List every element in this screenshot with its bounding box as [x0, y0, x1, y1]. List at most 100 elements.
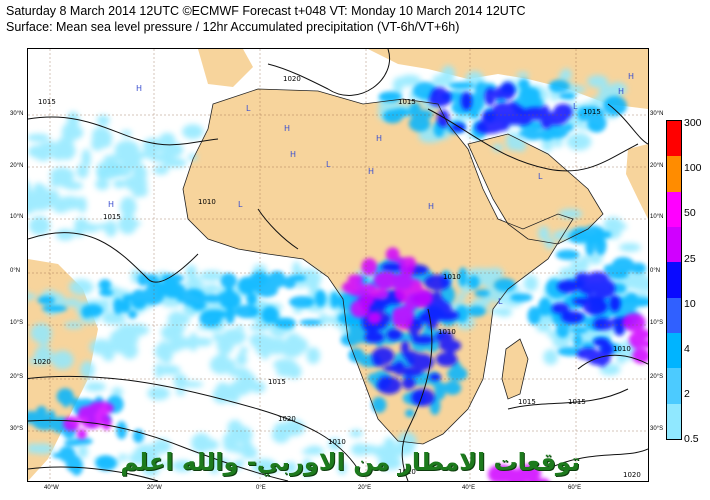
colorbar-label: 50 [684, 207, 696, 219]
precip-cell [424, 274, 451, 291]
precip-cell [632, 347, 648, 364]
pressure-centre-label: H [284, 124, 290, 133]
precip-cell [573, 333, 583, 348]
pressure-centre-label: L [246, 104, 251, 113]
precip-cell [390, 108, 411, 117]
precip-cell [545, 279, 562, 295]
lon-tick-bottom: 60°E [568, 485, 582, 491]
isobar-label: 1020 [278, 415, 296, 423]
precip-cell [205, 457, 231, 467]
precip-cell [91, 134, 107, 142]
precip-cell [167, 311, 186, 329]
precip-cell [371, 347, 395, 365]
precip-cell [542, 111, 568, 126]
precip-cell [160, 461, 171, 468]
colorbar-segment [667, 297, 681, 334]
precip-cell [95, 455, 117, 471]
precip-cell [230, 430, 240, 441]
precip-cell [125, 331, 139, 346]
precip-cell [411, 335, 435, 345]
precip-cell [349, 429, 363, 438]
precip-cell [30, 323, 52, 343]
isobar-label: 1020 [33, 358, 51, 366]
precip-cell [37, 296, 55, 305]
precip-cell [350, 299, 370, 318]
precip-cell [561, 310, 584, 324]
precip-cell [119, 299, 131, 313]
precip-cell [249, 381, 266, 393]
precip-cell [523, 275, 539, 292]
precip-cell [566, 133, 592, 151]
precip-cell [558, 209, 583, 219]
precip-cell [157, 365, 181, 375]
precip-cell [466, 305, 486, 317]
precip-cell [28, 207, 35, 214]
isobar-label: 1015 [583, 108, 601, 116]
precip-cell [455, 305, 469, 323]
precip-cell [259, 345, 271, 360]
pressure-centre-label: H [290, 150, 296, 159]
precip-cell [609, 295, 621, 312]
precip-cell [116, 421, 127, 440]
precip-cell [84, 382, 106, 392]
precip-cell [236, 352, 248, 366]
precip-cell [555, 249, 580, 260]
precip-cell [435, 330, 454, 344]
land-iberia [198, 49, 253, 87]
precip-cell [635, 291, 648, 299]
precip-cell [284, 461, 297, 474]
lon-tick-bottom: 40°W [44, 485, 59, 491]
precip-cell [491, 102, 516, 120]
precip-cell [567, 85, 586, 93]
lon-tick-bottom: 20°W [147, 485, 162, 491]
land-europe-east [368, 49, 648, 109]
precip-cell [512, 109, 534, 126]
precip-cell [289, 337, 309, 354]
precip-cell [450, 361, 462, 380]
precip-cell [448, 81, 475, 90]
precip-cell [89, 339, 114, 355]
isobar-label: 1010 [198, 198, 216, 206]
precip-cell [69, 279, 94, 296]
precip-cell [593, 338, 609, 347]
precip-cell [249, 333, 270, 347]
precip-cell [430, 80, 454, 88]
precip-cell [560, 68, 572, 81]
precip-cell [172, 337, 195, 349]
precip-cell [330, 291, 339, 309]
precip-cell [478, 120, 501, 126]
precip-cell [409, 102, 422, 119]
precip-cell [142, 137, 164, 154]
precip-cell [273, 358, 297, 371]
precip-cell [99, 279, 111, 290]
precip-cell [289, 296, 315, 308]
overlay-caption: توقعات الامطار من الاوربي- والله اعلم [120, 448, 580, 476]
lat-tick-left: 10°S [10, 320, 24, 326]
isobar-label: 1010 [328, 438, 346, 446]
precip-cell [219, 291, 241, 310]
precip-cell [53, 206, 69, 213]
lat-tick-left: 30°N [10, 111, 24, 117]
precip-cell [624, 292, 639, 311]
precip-cell [100, 166, 119, 174]
precip-cell [557, 280, 579, 293]
lat-tick-right: 30°N [650, 111, 664, 117]
precip-cell [478, 277, 492, 286]
colorbar-segment [667, 227, 681, 263]
precip-cell [28, 293, 38, 300]
precip-cell [161, 273, 184, 283]
precip-cell [261, 306, 279, 324]
map-title-line-1: Saturday 8 March 2014 12UTC ©ECMWF Forec… [6, 4, 526, 18]
precip-cell [579, 254, 589, 273]
colorbar-label: 25 [684, 253, 696, 265]
precip-cell [351, 443, 369, 456]
precip-cell [352, 289, 367, 297]
precip-cell [570, 326, 588, 334]
precip-cell [99, 289, 114, 296]
precip-cell [225, 305, 235, 325]
precip-cell [198, 439, 220, 451]
precip-cell [587, 75, 608, 88]
coastlines [182, 88, 604, 445]
precip-cell [373, 445, 392, 455]
precip-cell [606, 270, 629, 280]
